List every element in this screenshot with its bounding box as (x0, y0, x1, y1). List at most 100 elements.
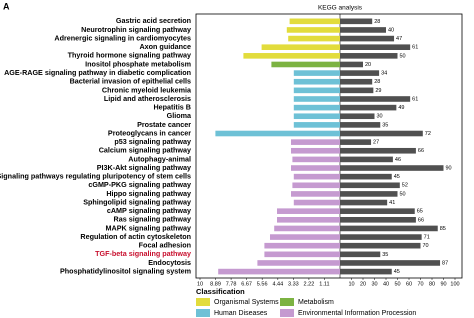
bar-right (340, 251, 381, 258)
bar-left (291, 147, 340, 154)
value-label: 20 (365, 62, 371, 68)
bar-right (340, 35, 395, 42)
value-label: 47 (396, 36, 402, 42)
category-label: Ras signaling pathway (114, 215, 191, 224)
value-label: 49 (398, 105, 404, 111)
x-tick-label: 8.89 (210, 281, 221, 287)
value-label: 66 (418, 148, 424, 154)
bar-left (293, 173, 340, 180)
category-label: Hippo signaling pathway (106, 189, 191, 198)
bar-left (264, 242, 340, 249)
category-label: MAPK signaling pathway (106, 223, 191, 232)
bar-left (288, 35, 340, 42)
panel-label: A (3, 1, 10, 11)
value-label: 85 (440, 226, 446, 232)
x-tick-label: 30 (371, 281, 377, 287)
bar-left (215, 130, 340, 137)
bar-right (340, 104, 397, 111)
bar-left (293, 104, 340, 111)
value-label: 41 (389, 200, 395, 206)
category-label: Bacterial invasion of epithelial cells (70, 77, 191, 86)
bar-right (340, 113, 375, 120)
legend-swatch (280, 309, 294, 317)
legend-label: Metabolism (298, 299, 334, 306)
plot-frame (195, 13, 463, 279)
bar-right (340, 78, 373, 85)
bar-right (340, 53, 398, 59)
x-tick-label: 40 (383, 281, 389, 287)
bar-left (243, 53, 340, 59)
bar-left (277, 208, 340, 214)
bar-left (293, 78, 340, 85)
bar-left (270, 234, 340, 240)
x-tick-label: 20 (360, 281, 366, 287)
category-label: Axon guidance (139, 42, 191, 51)
category-label: cGMP-PKG signaling pathway (88, 180, 191, 189)
x-tick-label: 50 (394, 281, 400, 287)
x-tick-label: 6.67 (241, 281, 252, 287)
value-label: 28 (374, 79, 380, 85)
category-label: Signaling pathways regulating pluripoten… (0, 172, 191, 181)
legend-label: Environmental Information Procession (298, 310, 416, 317)
category-label: Adrenergic signaling in cardiomyocytes (54, 33, 191, 42)
x-tick-label: 1.11 (319, 281, 329, 287)
chart-title: KEGG analysis (318, 5, 363, 12)
category-label: Thyroid hormone signaling pathway (68, 51, 191, 60)
bar-right (340, 242, 421, 249)
category-label: Phosphatidylinositol signaling system (60, 266, 191, 275)
value-label: 66 (418, 217, 424, 223)
category-label: Endocytosis (148, 258, 191, 267)
bar-right (340, 217, 416, 223)
category-label: Calcium signaling pathway (99, 146, 191, 155)
bar-right (340, 27, 386, 33)
x-tick-label: 100 (450, 281, 459, 287)
x-tick-label: 10 (348, 281, 354, 287)
bar-right (340, 61, 363, 68)
bar-left (289, 18, 340, 25)
value-label: 90 (446, 165, 452, 171)
legend-swatch (196, 298, 210, 306)
bar-right (340, 96, 411, 102)
category-label: Focal adhesion (139, 241, 191, 250)
value-label: 50 (400, 191, 406, 197)
value-label: 70 (423, 243, 429, 249)
bar-left (293, 113, 340, 120)
bar-right (340, 208, 415, 214)
bar-left (218, 268, 340, 275)
bar-right (340, 130, 423, 137)
bar-left (292, 182, 340, 189)
value-label: 34 (381, 71, 387, 77)
value-label: 52 (402, 183, 408, 189)
bar-left (291, 165, 340, 171)
bar-right (340, 147, 416, 154)
bar-left (271, 61, 340, 68)
x-tick-label: 5.56 (257, 281, 268, 287)
category-label: Lipid and atherosclerosis (104, 94, 191, 103)
value-label: 72 (425, 131, 431, 137)
value-label: 29 (375, 88, 381, 94)
bar-right (340, 44, 411, 51)
x-tick-label: 2.22 (304, 281, 315, 287)
value-label: 45 (394, 269, 400, 275)
x-tick-label: 3.33 (288, 281, 299, 287)
bar-right (340, 182, 400, 189)
value-label: 45 (394, 174, 400, 180)
bar-left (257, 260, 340, 266)
bar-right (340, 139, 372, 145)
bar-left (293, 96, 340, 102)
x-tick-label: 7.78 (226, 281, 237, 287)
bar-right (340, 70, 380, 76)
value-label: 27 (373, 140, 379, 146)
category-label: Proteoglycans in cancer (108, 128, 191, 137)
bar-right (340, 165, 444, 171)
x-tick-label: 4.44 (272, 281, 283, 287)
bar-right (340, 156, 393, 163)
bar-left (293, 199, 340, 206)
category-label: Inositol phosphate metabolism (85, 59, 191, 68)
x-tick-label: 10 (197, 281, 203, 287)
category-label: Hepatitis B (153, 103, 191, 112)
category-label: Gastric acid secretion (116, 16, 191, 25)
bar-right (340, 191, 398, 197)
category-label: Autophagy-animal (128, 154, 191, 163)
category-label: TGF-beta signaling pathway (95, 249, 191, 258)
